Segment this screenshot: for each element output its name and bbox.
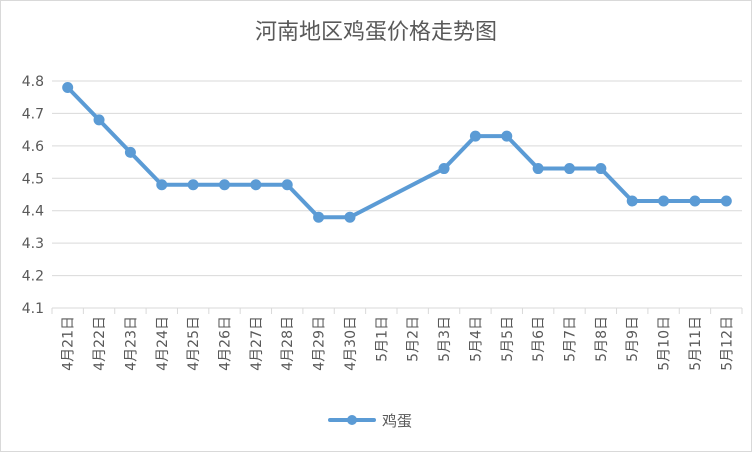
x-tick-label: 5月6日 xyxy=(531,316,547,362)
x-tick-label: 5月1日 xyxy=(374,316,390,362)
x-tick-label: 4月30日 xyxy=(343,316,359,371)
data-point xyxy=(62,81,74,93)
data-point xyxy=(281,179,293,191)
y-tick-label: 4.2 xyxy=(22,269,44,285)
x-tick-label: 5月5日 xyxy=(500,316,516,362)
series-layer xyxy=(62,81,732,223)
data-point xyxy=(156,179,168,191)
x-tick-label: 4月28日 xyxy=(280,316,296,371)
x-tick-label: 4月25日 xyxy=(186,316,202,371)
legend-swatch-marker xyxy=(347,415,357,425)
data-point xyxy=(595,163,607,175)
x-tick-label: 5月3日 xyxy=(437,316,453,362)
x-axis-ticks: 4月21日 4月22日 4月23日 4月24日 4月25日 4月26日 4月27日 4月28日… xyxy=(61,316,736,371)
data-point xyxy=(626,195,638,207)
y-tick-label: 4.5 xyxy=(22,171,44,187)
y-tick-label: 4.1 xyxy=(22,301,44,317)
x-tick-label: 5月12日 xyxy=(719,316,735,371)
series-line xyxy=(65,85,729,220)
x-tick-label: 5月10日 xyxy=(657,316,673,371)
y-axis-ticks: 4.1 4.2 4.3 4.4 4.5 4.6 4.7 4.8 xyxy=(22,74,44,317)
x-tick-label: 4月26日 xyxy=(218,316,234,371)
data-point xyxy=(344,211,356,223)
data-point xyxy=(93,114,105,126)
data-point xyxy=(689,195,701,207)
x-tick-label: 4月22日 xyxy=(92,316,108,371)
x-tick-label: 4月21日 xyxy=(61,316,77,371)
data-point xyxy=(250,179,262,191)
legend: 鸡蛋 xyxy=(328,412,412,430)
x-tick-label: 5月8日 xyxy=(594,316,610,362)
legend-label: 鸡蛋 xyxy=(382,412,412,430)
data-point xyxy=(438,163,450,175)
x-tick-label: 5月2日 xyxy=(406,316,422,362)
data-point xyxy=(720,195,732,207)
data-point xyxy=(501,130,513,142)
x-tick-label: 4月23日 xyxy=(123,316,139,371)
x-tick-label: 5月7日 xyxy=(563,316,579,362)
x-tick-label: 4月27日 xyxy=(249,316,265,371)
y-tick-label: 4.4 xyxy=(22,204,44,220)
data-point xyxy=(219,179,230,191)
data-point xyxy=(187,179,199,191)
data-point xyxy=(469,130,481,142)
data-point xyxy=(532,163,544,175)
y-tick-label: 4.6 xyxy=(22,139,44,155)
y-tick-label: 4.3 xyxy=(22,236,44,252)
data-point xyxy=(124,146,136,158)
x-tick-label: 5月9日 xyxy=(625,316,641,362)
data-point xyxy=(658,195,670,207)
x-tick-label: 4月24日 xyxy=(155,316,171,371)
data-point xyxy=(313,211,325,223)
y-tick-label: 4.7 xyxy=(22,106,44,122)
grid-layer xyxy=(51,80,743,314)
x-tick-label: 5月4日 xyxy=(468,316,484,362)
chart-title: 河南地区鸡蛋价格走势图 xyxy=(254,20,497,45)
data-point xyxy=(564,163,575,175)
x-tick-label: 5月11日 xyxy=(688,316,704,371)
y-tick-label: 4.8 xyxy=(22,74,44,90)
x-tick-label: 4月29日 xyxy=(312,316,328,371)
